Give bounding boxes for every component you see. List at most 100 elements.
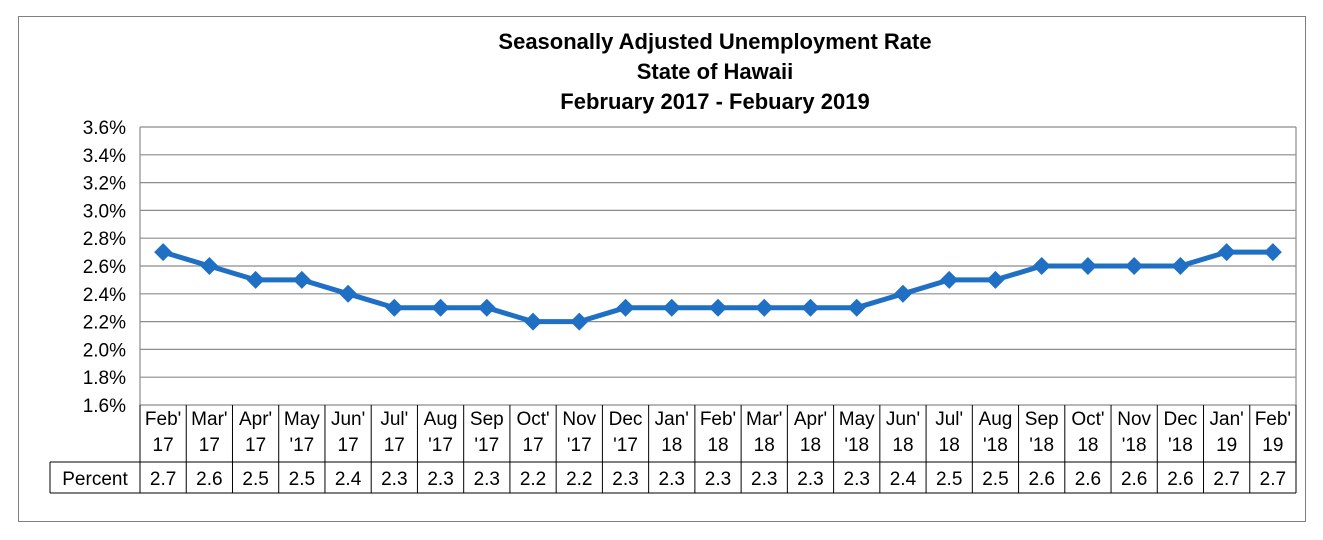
data-point-marker (524, 312, 543, 331)
y-tick-label: 2.8% (83, 229, 126, 250)
x-category-label-line-2: '17 (474, 435, 499, 456)
data-table: Feb' 17 2.7 Mar' 17 2.6 Apr' 17 2.5 May '17 2.5 Jun'… (49, 405, 1297, 494)
data-table-value: 2.7 (1213, 469, 1239, 490)
y-tick-label: 1.6% (83, 396, 126, 417)
x-category-label: May '18 (839, 409, 875, 456)
data-table-value: 2.3 (705, 469, 731, 490)
y-tick-label: 3.4% (83, 146, 126, 167)
x-category-label: Feb' 19 (1255, 409, 1291, 456)
y-tick-label: 2.6% (83, 257, 126, 278)
x-category-label-line-1: Jan' (1210, 409, 1244, 430)
x-category-label: Sep '18 (1025, 409, 1059, 456)
x-category-label-line-2: 17 (153, 435, 174, 456)
data-table-value: 2.6 (1121, 469, 1147, 490)
x-category-label-line-1: Jun' (886, 409, 920, 430)
x-category-label-line-2: '17 (289, 435, 314, 456)
x-category-label: Nov '17 (562, 409, 596, 456)
x-category-label-line-1: Apr' (239, 409, 272, 430)
data-table-value: 2.5 (289, 469, 315, 490)
x-category-label: Apr' 17 (239, 409, 272, 456)
x-category-label-line-1: Jun' (331, 409, 365, 430)
x-category-label-line-1: Jul' (935, 409, 963, 430)
chart-title-line-1: Seasonally Adjusted Unemployment Rate (498, 29, 931, 54)
data-table-value: 2.2 (566, 469, 592, 490)
x-category-label: Apr' 18 (794, 409, 827, 456)
x-category-label: Oct' 17 (516, 409, 549, 456)
x-category-label: Dec '17 (609, 409, 643, 456)
data-point-marker (755, 298, 774, 317)
x-category-label-line-2: '18 (1168, 435, 1193, 456)
x-category-label-line-2: '18 (844, 435, 869, 456)
x-category-label-line-1: Aug (979, 409, 1013, 430)
x-category-label-line-2: 18 (707, 435, 728, 456)
chart-title-line-2: State of Hawaii (637, 59, 793, 84)
data-table-value: 2.5 (936, 469, 962, 490)
x-category-label-line-1: Aug (424, 409, 458, 430)
data-table-value: 2.3 (797, 469, 823, 490)
data-point-marker (616, 298, 635, 317)
x-category-label: May '17 (284, 409, 320, 456)
x-category-label-line-1: Dec (1164, 409, 1198, 430)
data-table-value: 2.6 (1028, 469, 1054, 490)
series-line-group (154, 243, 1282, 331)
data-point-marker (477, 298, 496, 317)
x-category-label-line-2: '17 (567, 435, 592, 456)
x-category-label: Sep '17 (470, 409, 504, 456)
data-point-marker (1078, 257, 1097, 275)
x-category-label-line-1: May (839, 409, 875, 430)
x-category-label-line-1: Mar' (191, 409, 227, 430)
data-table-value: 2.3 (751, 469, 777, 490)
x-category-label-line-1: Feb' (1255, 409, 1291, 430)
x-category-label-line-2: 18 (939, 435, 960, 456)
data-table-value: 2.5 (242, 469, 268, 490)
x-category-label-line-2: 17 (384, 435, 405, 456)
x-category-label: Feb' 18 (700, 409, 736, 456)
x-category-label-line-1: Nov (562, 409, 596, 430)
series-legend-label: Percent (62, 469, 128, 490)
data-point-marker (1032, 257, 1051, 275)
x-category-label-line-2: 18 (892, 435, 913, 456)
data-point-marker (986, 270, 1005, 289)
data-point-marker (154, 243, 173, 262)
x-category-label-line-1: Apr' (794, 409, 827, 430)
x-category-label: Oct' 18 (1071, 409, 1104, 456)
x-category-label-line-2: '17 (428, 435, 453, 456)
x-category-label-line-1: Nov (1117, 409, 1151, 430)
data-table-value: 2.3 (381, 469, 407, 490)
x-category-label-line-1: May (284, 409, 320, 430)
x-category-label-line-2: 17 (522, 435, 543, 456)
x-category-label-line-1: Oct' (1071, 409, 1104, 430)
data-point-marker (709, 298, 727, 317)
data-point-marker (1171, 257, 1190, 275)
x-category-label-line-2: '18 (983, 435, 1008, 456)
x-category-label-line-2: 17 (245, 435, 266, 456)
data-table-value: 2.7 (150, 469, 176, 490)
x-category-label-line-2: '18 (1029, 435, 1054, 456)
x-category-label-line-1: Jan' (655, 409, 689, 430)
x-category-label-line-2: '18 (1122, 435, 1147, 456)
data-point-marker (801, 298, 820, 317)
x-category-label-line-2: 17 (338, 435, 359, 456)
data-point-marker (570, 312, 589, 331)
data-point-marker (662, 298, 681, 317)
y-tick-label: 3.2% (83, 174, 126, 195)
data-table-value: 2.2 (520, 469, 546, 490)
data-table-value: 2.3 (844, 469, 870, 490)
x-category-label: Jun' 18 (886, 409, 920, 456)
y-tick-label: 2.4% (83, 285, 126, 306)
data-table-value: 2.7 (1260, 469, 1286, 490)
x-category-label: Dec '18 (1164, 409, 1198, 456)
x-category-label: Jan' 19 (1210, 409, 1244, 456)
x-category-label: Aug '18 (979, 409, 1013, 456)
data-point-marker (200, 257, 219, 275)
data-point-marker (385, 298, 404, 317)
chart-title-line-3: February 2017 - Febuary 2019 (560, 89, 869, 114)
x-category-label: Feb' 17 (145, 409, 181, 456)
x-category-label: Mar' 18 (746, 409, 782, 456)
x-category-label: Jun' 17 (331, 409, 365, 456)
data-point-marker (246, 270, 265, 289)
x-category-label: Jul' 17 (380, 409, 408, 456)
data-table-value: 2.3 (474, 469, 500, 490)
data-point-marker (1125, 257, 1144, 275)
